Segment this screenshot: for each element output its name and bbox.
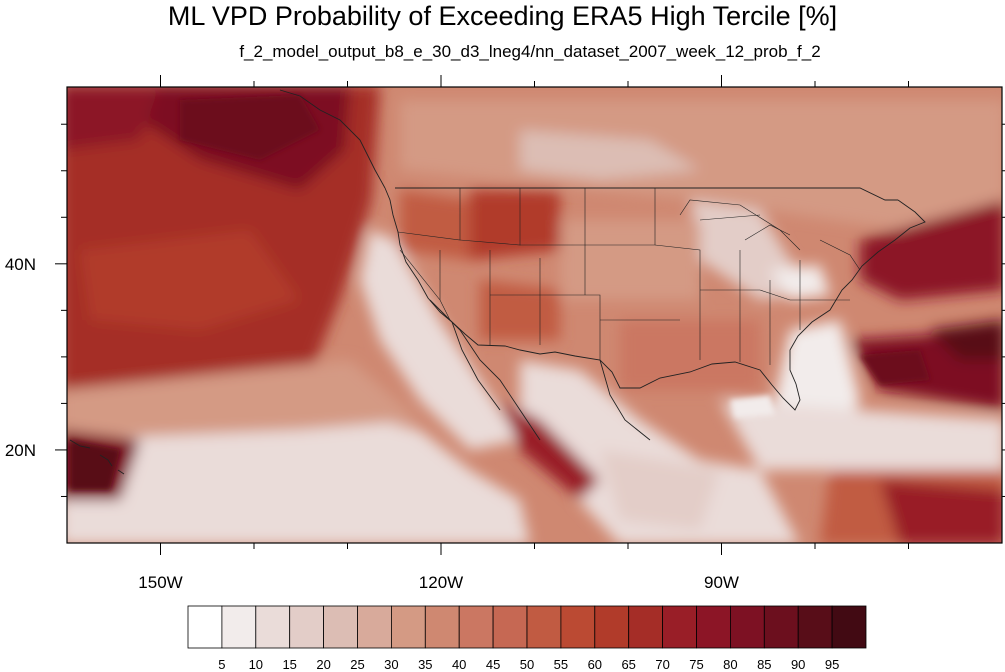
coastlines (69, 89, 926, 475)
colorbar-swatch (662, 605, 697, 649)
colorbar-label: 35 (418, 657, 432, 672)
colorbar-swatch (323, 605, 358, 649)
colorbar-label: 95 (825, 657, 839, 672)
colorbar-labels: 5 10 15 20 25 30 35 40 45 50 55 60 65 70 75 80 85 90 95 (218, 657, 839, 672)
lon-tick-label: 90W (704, 573, 739, 592)
colorbar-swatch (390, 605, 426, 649)
lon-tick-label: 120W (419, 573, 463, 592)
colorbar-swatch (187, 605, 223, 649)
colorbar-swatch (289, 605, 325, 649)
colorbar-label: 80 (723, 657, 737, 672)
colorbar-label: 70 (655, 657, 669, 672)
colorbar (187, 605, 867, 649)
colorbar-label: 20 (316, 657, 330, 672)
colorbar-swatch (628, 605, 664, 649)
colorbar-label: 65 (621, 657, 635, 672)
colorbar-label: 40 (452, 657, 466, 672)
colorbar-label: 50 (520, 657, 534, 672)
colorbar-swatch (458, 605, 494, 649)
colorbar-swatch (357, 605, 392, 649)
colorbar-swatch (526, 605, 562, 649)
colorbar-label: 30 (384, 657, 398, 672)
colorbar-swatch (424, 605, 460, 649)
colorbar-label: 90 (791, 657, 805, 672)
probability-field (67, 87, 1002, 543)
map-subtitle: f_2_model_output_b8_e_30_d3_lneg4/nn_dat… (239, 42, 821, 61)
lat-tick-label: 40N (5, 255, 36, 274)
lat-tick-label: 20N (5, 441, 36, 460)
colorbar-swatch (831, 605, 867, 649)
colorbar-swatch (763, 605, 799, 649)
colorbar-swatch (797, 605, 833, 649)
colorbar-swatch (255, 605, 291, 649)
colorbar-swatch (221, 605, 257, 649)
axis-tick-labels: 150W 120W 90W 40N 20N (5, 255, 739, 592)
colorbar-swatch (730, 605, 765, 649)
state-borders (397, 188, 861, 365)
colorbar-label: 55 (554, 657, 568, 672)
colorbar-swatch (492, 605, 528, 649)
map-title: ML VPD Probability of Exceeding ERA5 Hig… (167, 1, 838, 31)
colorbar-swatch (560, 605, 596, 649)
colorbar-swatch (696, 605, 731, 649)
axis-ticks (55, 75, 1005, 555)
lon-tick-label: 150W (138, 573, 182, 592)
colorbar-label: 45 (486, 657, 500, 672)
colorbar-label: 25 (350, 657, 364, 672)
colorbar-label: 85 (757, 657, 771, 672)
colorbar-label: 75 (689, 657, 703, 672)
colorbar-swatch (594, 605, 630, 649)
colorbar-label: 15 (282, 657, 296, 672)
colorbar-label: 10 (249, 657, 263, 672)
colorbar-label: 5 (218, 657, 225, 672)
colorbar-label: 60 (588, 657, 602, 672)
